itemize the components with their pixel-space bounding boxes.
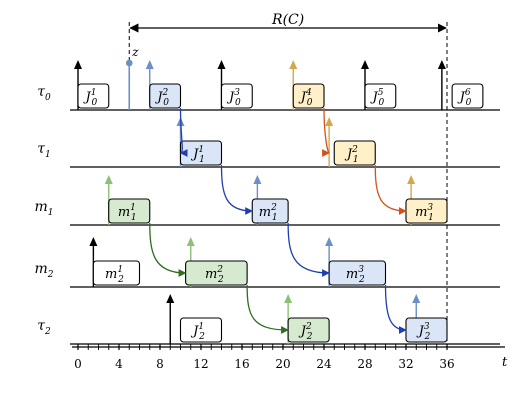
job-label: J2 1 bbox=[344, 145, 359, 165]
chain-link-arrow bbox=[149, 222, 187, 277]
job-label: m1 2 bbox=[105, 265, 124, 285]
row-label-tau1: τ1 bbox=[37, 141, 50, 160]
chain-link-arrow bbox=[179, 107, 188, 157]
job-label: J1 1 bbox=[190, 145, 205, 165]
job-box: m3 2 bbox=[328, 260, 387, 286]
time-axis: 0 4 8 12 16 20 24 28 32 36 t bbox=[72, 344, 508, 371]
job-box: J6 0 bbox=[451, 83, 484, 109]
chain-link-arrow bbox=[246, 284, 289, 334]
time-tick-label: 8 bbox=[156, 357, 164, 371]
row-label-tau2: τ2 bbox=[37, 318, 51, 337]
chain-links bbox=[149, 107, 407, 334]
job-label: m3 1 bbox=[415, 203, 434, 223]
time-tick-label: 24 bbox=[316, 357, 332, 371]
release-arrow bbox=[437, 60, 446, 110]
time-tick-label: 16 bbox=[234, 357, 249, 371]
row-axes bbox=[70, 109, 500, 345]
job-label: J3 2 bbox=[416, 322, 431, 342]
job-box: J3 2 bbox=[405, 317, 448, 343]
chain-link-arrow bbox=[374, 164, 407, 215]
job-label: J1 0 bbox=[83, 88, 98, 108]
job-box: J2 2 bbox=[287, 317, 330, 343]
job-label: m2 1 bbox=[259, 203, 278, 223]
job-box: J1 1 bbox=[179, 140, 223, 166]
z-marker-dot bbox=[125, 59, 133, 67]
row-label-tau0: τ0 bbox=[37, 84, 51, 103]
row-label-m1: m1 bbox=[34, 199, 53, 218]
time-axis-label: t bbox=[502, 355, 508, 370]
job-box: J2 0 bbox=[149, 83, 182, 109]
job-box: m3 1 bbox=[405, 198, 448, 224]
time-tick-label: 32 bbox=[398, 357, 413, 371]
job-box: m2 2 bbox=[185, 260, 248, 286]
job-box: m1 2 bbox=[92, 260, 141, 286]
job-label: J3 0 bbox=[226, 88, 241, 108]
job-box: J3 0 bbox=[220, 83, 253, 109]
time-tick-label: 36 bbox=[439, 357, 454, 371]
row-label-m2: m2 bbox=[34, 261, 53, 280]
chain-link-arrow bbox=[287, 222, 330, 277]
time-tick-label: 0 bbox=[74, 357, 82, 371]
job-label: m1 1 bbox=[118, 203, 137, 223]
time-tick-label: 4 bbox=[115, 357, 123, 371]
release-arrow bbox=[325, 117, 334, 167]
span-label: R(C) bbox=[271, 12, 304, 28]
job-label: m2 2 bbox=[205, 265, 224, 285]
job-label: J6 0 bbox=[457, 88, 472, 108]
job-box: J4 0 bbox=[292, 83, 325, 109]
job-box: J1 2 bbox=[179, 317, 223, 343]
job-box: m1 1 bbox=[108, 198, 151, 224]
job-label: m3 2 bbox=[346, 265, 365, 285]
job-label: J5 0 bbox=[370, 88, 385, 108]
chain-link-arrow bbox=[384, 284, 407, 334]
z-label: z bbox=[131, 45, 139, 59]
job-label: J4 0 bbox=[298, 88, 313, 108]
row-labels: τ0 τ1 m1 m2 τ2 bbox=[34, 84, 53, 337]
job-boxes: J1 0 J2 0 J3 0 J4 0 J5 0 J6 0 J1 1 J2 1 m1 1 m2 1 m3 1 m1 2 m2 2 m… bbox=[77, 83, 484, 343]
chain-link-arrow bbox=[322, 107, 330, 157]
span-annotation: R(C) bbox=[129, 12, 447, 33]
time-tick-label: 12 bbox=[193, 357, 208, 371]
job-label: J2 0 bbox=[154, 88, 169, 108]
time-tick-label: 20 bbox=[275, 357, 290, 371]
time-tick-label: 28 bbox=[357, 357, 372, 371]
release-arrow bbox=[166, 294, 175, 344]
job-box: m2 1 bbox=[251, 198, 289, 224]
job-label: J2 2 bbox=[298, 322, 313, 342]
job-label: J1 2 bbox=[190, 322, 205, 342]
job-box: J2 1 bbox=[333, 140, 376, 166]
job-box: J5 0 bbox=[364, 83, 397, 109]
job-box: J1 0 bbox=[77, 83, 110, 109]
chain-link-arrow bbox=[220, 164, 254, 215]
